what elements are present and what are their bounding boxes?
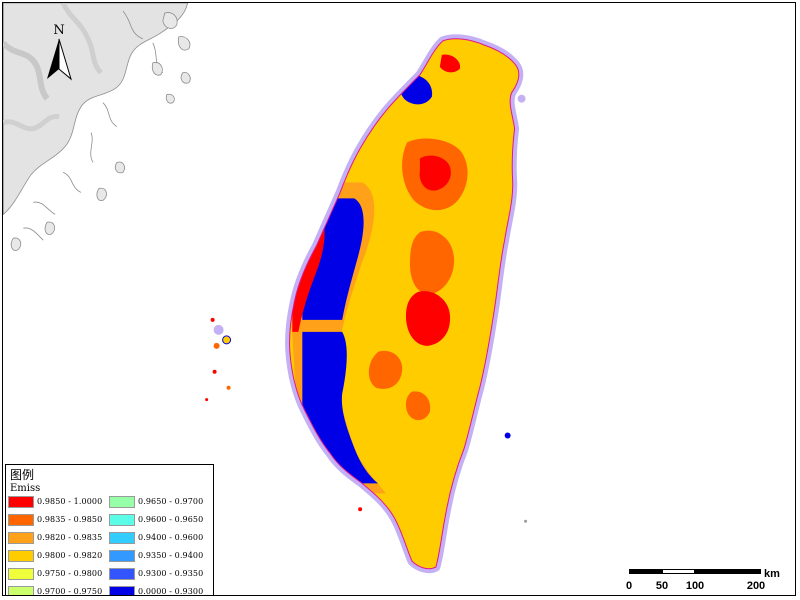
scale-segment bbox=[695, 569, 761, 574]
legend-item: 0.9400 - 0.9600 bbox=[109, 529, 210, 546]
legend-label: 0.9400 - 0.9600 bbox=[138, 533, 204, 542]
legend-item: 0.9835 - 0.9850 bbox=[8, 511, 109, 528]
legend-item: 0.9820 - 0.9835 bbox=[8, 529, 109, 546]
small-islands bbox=[205, 94, 528, 523]
legend-item: 0.9800 - 0.9820 bbox=[8, 547, 109, 564]
legend-swatch bbox=[109, 513, 135, 526]
legend-item: 0.9750 - 0.9800 bbox=[8, 565, 109, 582]
legend-label: 0.9650 - 0.9700 bbox=[138, 497, 204, 506]
legend-grid: 0.9850 - 1.0000 0.9650 - 0.9700 0.9835 - 0… bbox=[8, 493, 210, 596]
legend-item: 0.9600 - 0.9650 bbox=[109, 511, 210, 528]
taiwan-island bbox=[285, 34, 524, 574]
legend-label: 0.9800 - 0.9820 bbox=[37, 551, 103, 560]
legend-label: 0.9820 - 0.9835 bbox=[37, 533, 103, 542]
legend-swatch bbox=[109, 549, 135, 562]
scale-bar: 0 50 100 200 km bbox=[625, 568, 791, 595]
legend-item: 0.9300 - 0.9350 bbox=[109, 565, 210, 582]
legend-item: 0.9350 - 0.9400 bbox=[109, 547, 210, 564]
legend: 图例 Emiss 0.9850 - 1.0000 0.9650 - 0.9700 0… bbox=[5, 464, 214, 596]
scale-tick-label: 0 bbox=[625, 580, 633, 592]
legend-swatch bbox=[8, 495, 34, 508]
scale-tick-label: 200 bbox=[746, 580, 766, 592]
scale-unit: km bbox=[764, 568, 780, 580]
legend-swatch bbox=[8, 567, 34, 580]
legend-label: 0.9850 - 1.0000 bbox=[37, 497, 103, 506]
legend-label: 0.0000 - 0.9300 bbox=[138, 587, 204, 596]
legend-swatch bbox=[109, 531, 135, 544]
legend-item: 0.0000 - 0.9300 bbox=[109, 583, 210, 596]
legend-label: 0.9835 - 0.9850 bbox=[37, 515, 103, 524]
legend-field-name: Emiss bbox=[10, 483, 41, 494]
scale-tick-label: 50 bbox=[655, 580, 669, 592]
legend-label: 0.9600 - 0.9650 bbox=[138, 515, 204, 524]
legend-swatch bbox=[8, 549, 34, 562]
scale-segment bbox=[629, 569, 662, 574]
north-label: N bbox=[53, 23, 65, 38]
legend-swatch bbox=[8, 531, 34, 544]
legend-swatch bbox=[8, 585, 34, 595]
legend-swatch bbox=[109, 567, 135, 580]
legend-item: 0.9700 - 0.9750 bbox=[8, 583, 109, 596]
legend-swatch bbox=[109, 495, 135, 508]
scale-tick-label: 100 bbox=[685, 580, 705, 592]
legend-title: 图例 bbox=[10, 468, 35, 482]
legend-item: 0.9650 - 0.9700 bbox=[109, 493, 210, 510]
legend-label: 0.9300 - 0.9350 bbox=[138, 569, 204, 578]
legend-swatch bbox=[109, 585, 135, 595]
legend-swatch bbox=[8, 513, 34, 526]
legend-label: 0.9350 - 0.9400 bbox=[138, 551, 204, 560]
legend-label: 0.9700 - 0.9750 bbox=[37, 587, 103, 596]
penghu-islands bbox=[210, 317, 232, 390]
legend-label: 0.9750 - 0.9800 bbox=[37, 569, 103, 578]
china-mainland-coast bbox=[3, 3, 191, 251]
north-arrow: N bbox=[41, 23, 77, 85]
scale-segment bbox=[662, 569, 695, 574]
legend-item: 0.9850 - 1.0000 bbox=[8, 493, 109, 510]
north-arrow-icon bbox=[47, 38, 72, 81]
map-canvas[interactable] bbox=[3, 3, 795, 595]
